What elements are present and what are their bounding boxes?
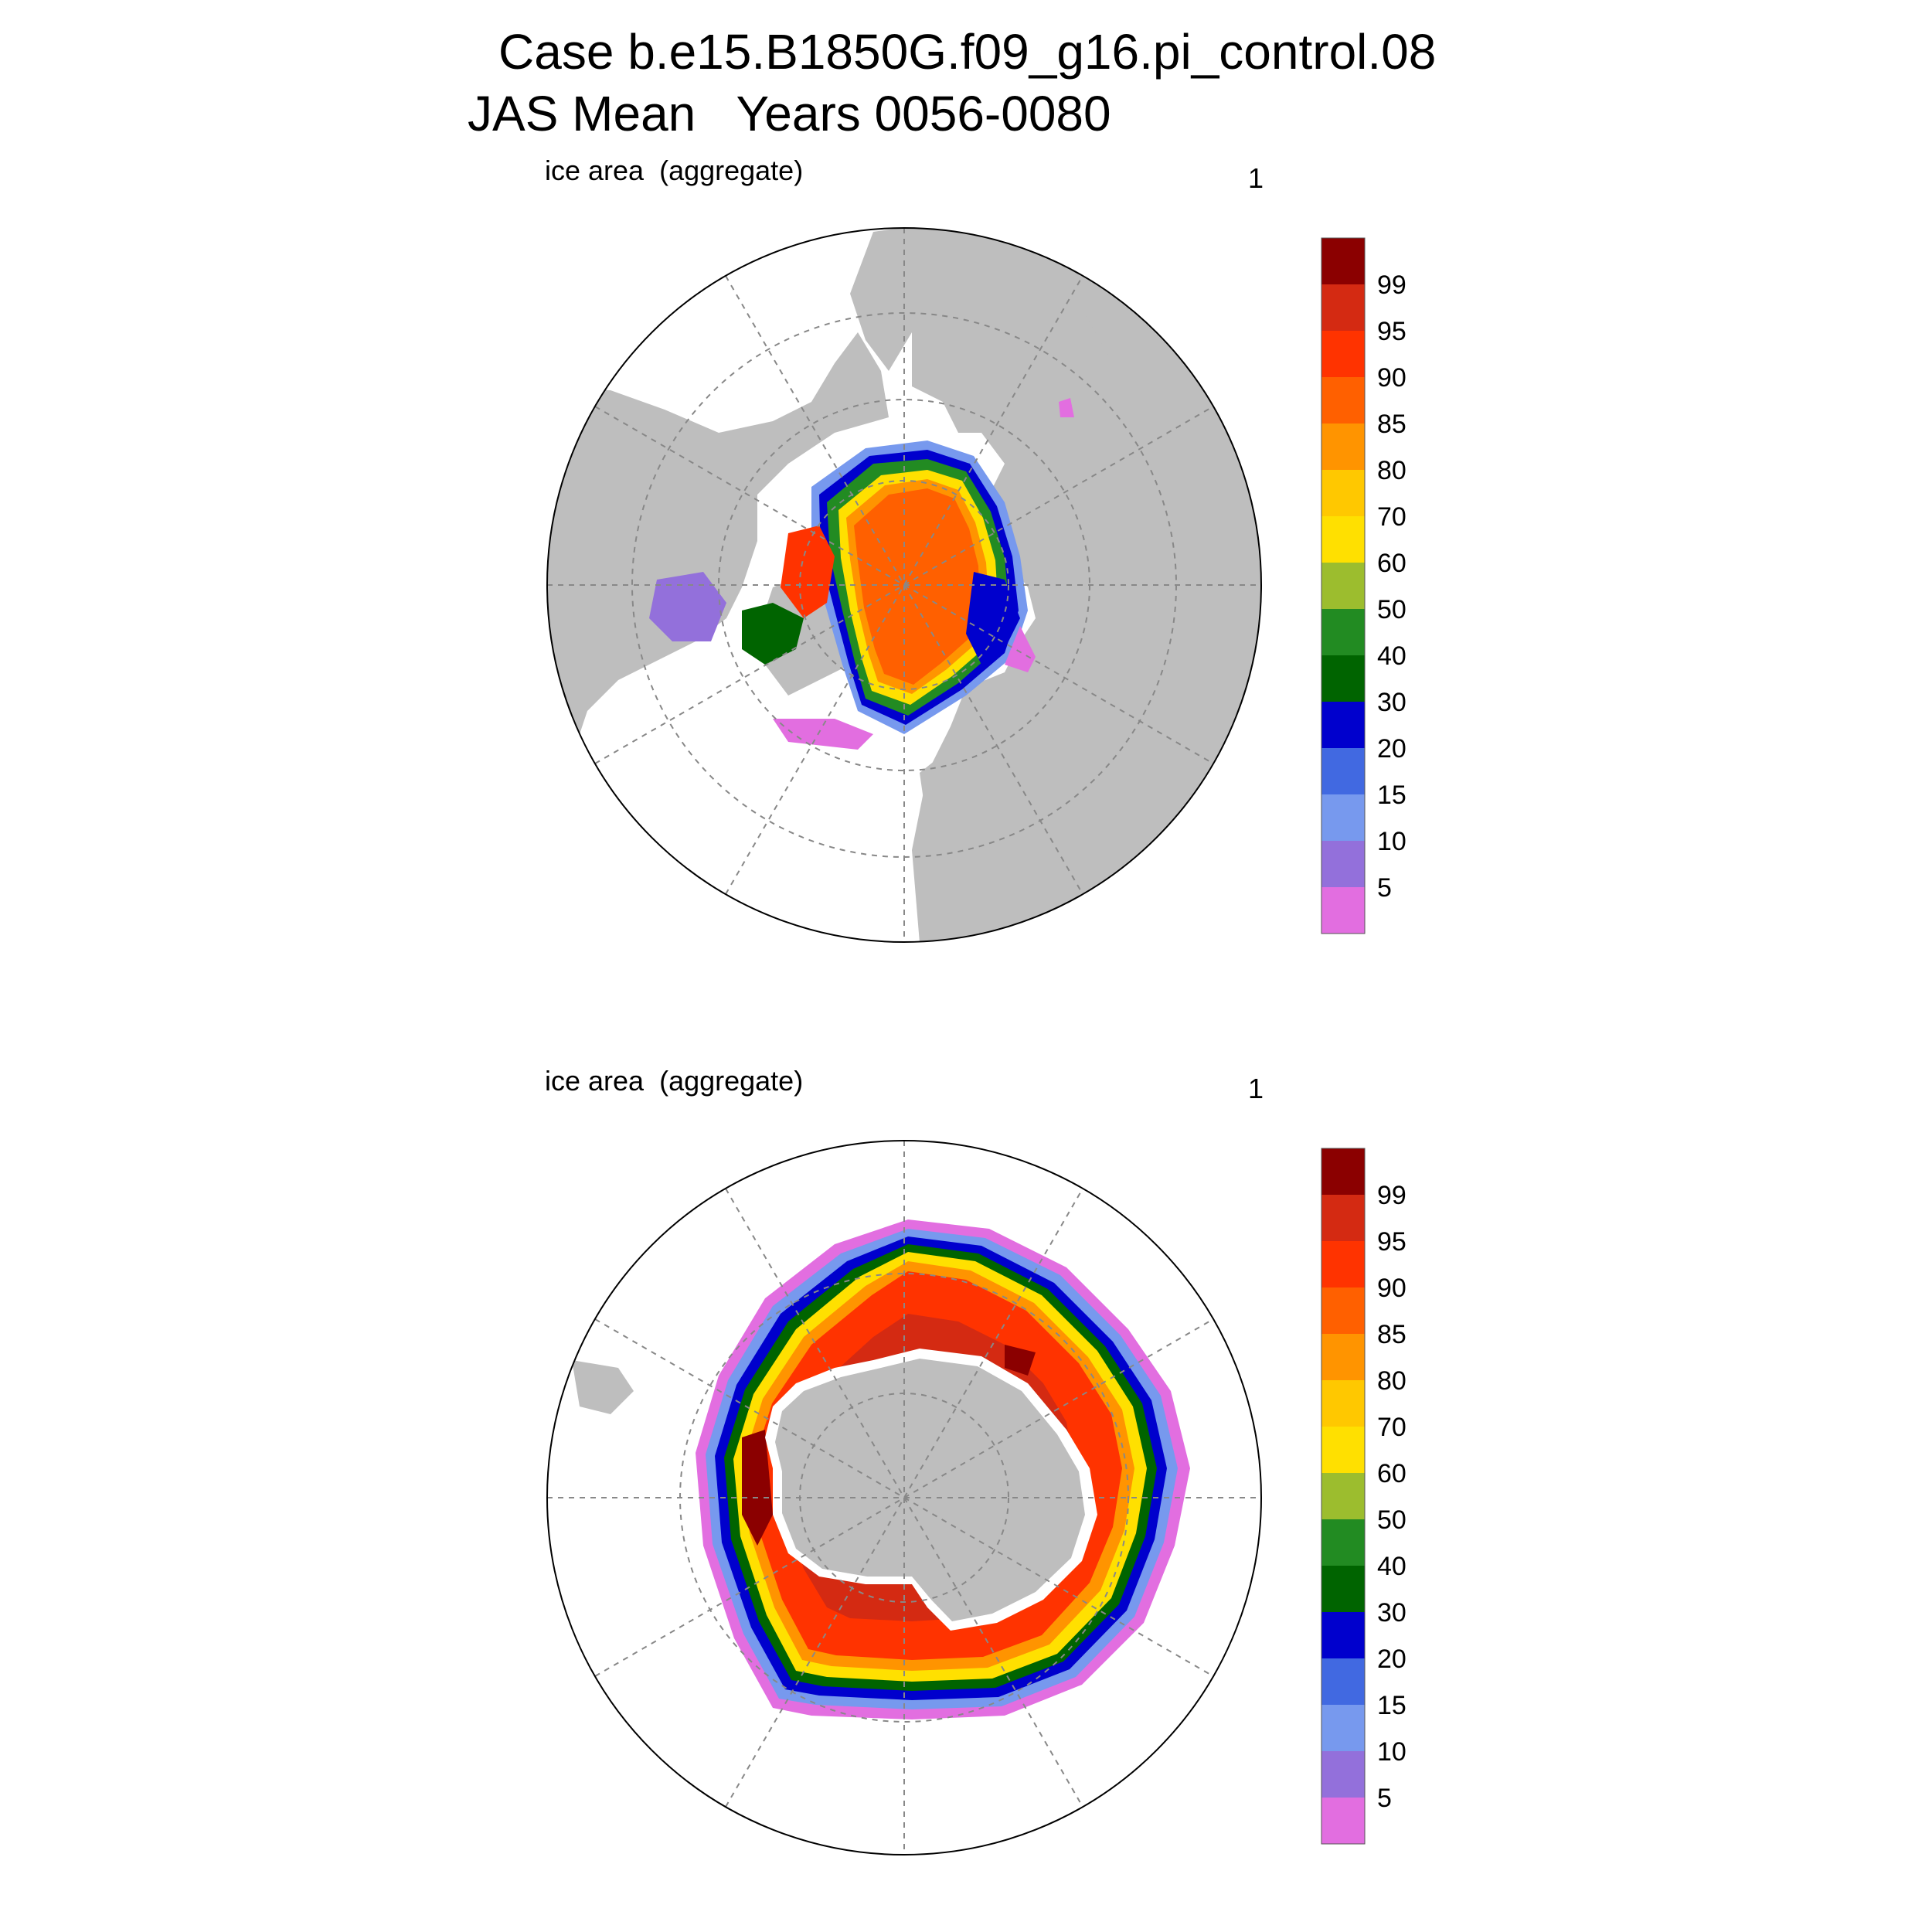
panel-title-north: ice area (aggregate) [545, 155, 804, 186]
colorbar-south-swatch-13 [1321, 1751, 1365, 1798]
colorbar-south-label: 85 [1377, 1320, 1406, 1349]
colorbar-south-swatch-0 [1321, 1148, 1365, 1195]
colorbar-north: 99 95 90 85 80 70 60 50 40 30 20 15 10 5 [1321, 237, 1406, 934]
figure-title-line2: JAS Mean Years 0056-0080 [468, 86, 1111, 141]
colorbar-south-swatch-14 [1321, 1798, 1365, 1844]
south-graticule [547, 1141, 1261, 1855]
colorbar-south-label: 80 [1377, 1366, 1406, 1396]
colorbar-south-swatch-2 [1321, 1241, 1365, 1287]
colorbar-north-swatch-11 [1321, 748, 1365, 794]
colorbar-north-label: 30 [1377, 688, 1406, 717]
colorbar-south-label: 10 [1377, 1737, 1406, 1767]
colorbar-south-label: 70 [1377, 1413, 1406, 1442]
colorbar-south-swatch-9 [1321, 1566, 1365, 1612]
colorbar-north-label: 15 [1377, 781, 1406, 810]
south-polar-map [546, 1140, 1262, 1855]
north-polar-map [546, 227, 1262, 943]
south-land [572, 1349, 1097, 1631]
colorbar-north-label: 20 [1377, 734, 1406, 764]
colorbar-south-border [1321, 1148, 1366, 1845]
colorbar-south-label: 60 [1377, 1459, 1406, 1488]
colorbar-south-label: 40 [1377, 1552, 1406, 1581]
colorbar-north-label: 10 [1377, 827, 1406, 856]
colorbar-south-label: 30 [1377, 1598, 1406, 1628]
colorbar-south-swatch-1 [1321, 1195, 1365, 1241]
north-graticule [547, 228, 1261, 942]
colorbar-north-label: 95 [1377, 317, 1406, 346]
colorbar-south-label: 15 [1377, 1691, 1406, 1720]
colorbar-north-swatch-3 [1321, 377, 1365, 423]
panel-number-south: 1 [1248, 1073, 1264, 1104]
colorbar-south-swatch-12 [1321, 1705, 1365, 1751]
colorbar-north-swatch-12 [1321, 794, 1365, 841]
panel-title-south: ice area (aggregate) [545, 1065, 804, 1097]
colorbar-north-swatch-9 [1321, 655, 1365, 702]
colorbar-south-swatch-6 [1321, 1427, 1365, 1473]
colorbar-north-swatch-14 [1321, 887, 1365, 934]
colorbar-north-swatch-1 [1321, 284, 1365, 331]
colorbar-south-label: 50 [1377, 1505, 1406, 1535]
colorbar-north-label: 40 [1377, 641, 1406, 671]
colorbar-north-label: 85 [1377, 410, 1406, 439]
colorbar-south: 99 95 90 85 80 70 60 50 40 30 20 15 10 5 [1321, 1148, 1406, 1845]
colorbar-north-label: 50 [1377, 595, 1406, 624]
colorbar-north-label: 60 [1377, 549, 1406, 578]
colorbar-north-swatch-0 [1321, 238, 1365, 284]
colorbar-south-swatch-5 [1321, 1380, 1365, 1427]
colorbar-south-swatch-11 [1321, 1658, 1365, 1705]
colorbar-south-swatch-8 [1321, 1519, 1365, 1566]
north-map-border [546, 227, 1262, 943]
colorbar-south-label: 90 [1377, 1274, 1406, 1303]
colorbar-north-swatch-2 [1321, 331, 1365, 377]
colorbar-south-swatch-7 [1321, 1473, 1365, 1519]
figure-title-line1: Case b.e15.B1850G.f09_g16.pi_control.08 [498, 24, 1437, 80]
colorbar-south-swatch-3 [1321, 1287, 1365, 1334]
colorbar-north-swatch-4 [1321, 423, 1365, 470]
colorbar-north-swatch-5 [1321, 470, 1365, 516]
colorbar-south-label: 5 [1377, 1784, 1392, 1813]
colorbar-north-label: 99 [1377, 270, 1406, 300]
colorbar-north-swatch-6 [1321, 516, 1365, 563]
colorbar-south-label: 99 [1377, 1181, 1406, 1210]
north-land [547, 228, 1261, 942]
colorbar-north-label: 70 [1377, 502, 1406, 532]
colorbar-north-swatch-8 [1321, 609, 1365, 655]
colorbar-north-swatch-7 [1321, 563, 1365, 609]
colorbar-south-label: 95 [1377, 1227, 1406, 1257]
colorbar-north-swatch-10 [1321, 702, 1365, 748]
colorbar-north-border [1321, 237, 1366, 934]
colorbar-north-label: 80 [1377, 456, 1406, 485]
colorbar-north-label: 90 [1377, 363, 1406, 393]
north-sea-ice [649, 398, 1074, 750]
south-map-border [546, 1140, 1262, 1855]
colorbar-south-swatch-4 [1321, 1334, 1365, 1380]
colorbar-south-swatch-10 [1321, 1612, 1365, 1658]
colorbar-north-label: 5 [1377, 873, 1392, 903]
colorbar-north-swatch-13 [1321, 841, 1365, 887]
panel-number-north: 1 [1248, 162, 1264, 194]
colorbar-south-label: 20 [1377, 1645, 1406, 1674]
